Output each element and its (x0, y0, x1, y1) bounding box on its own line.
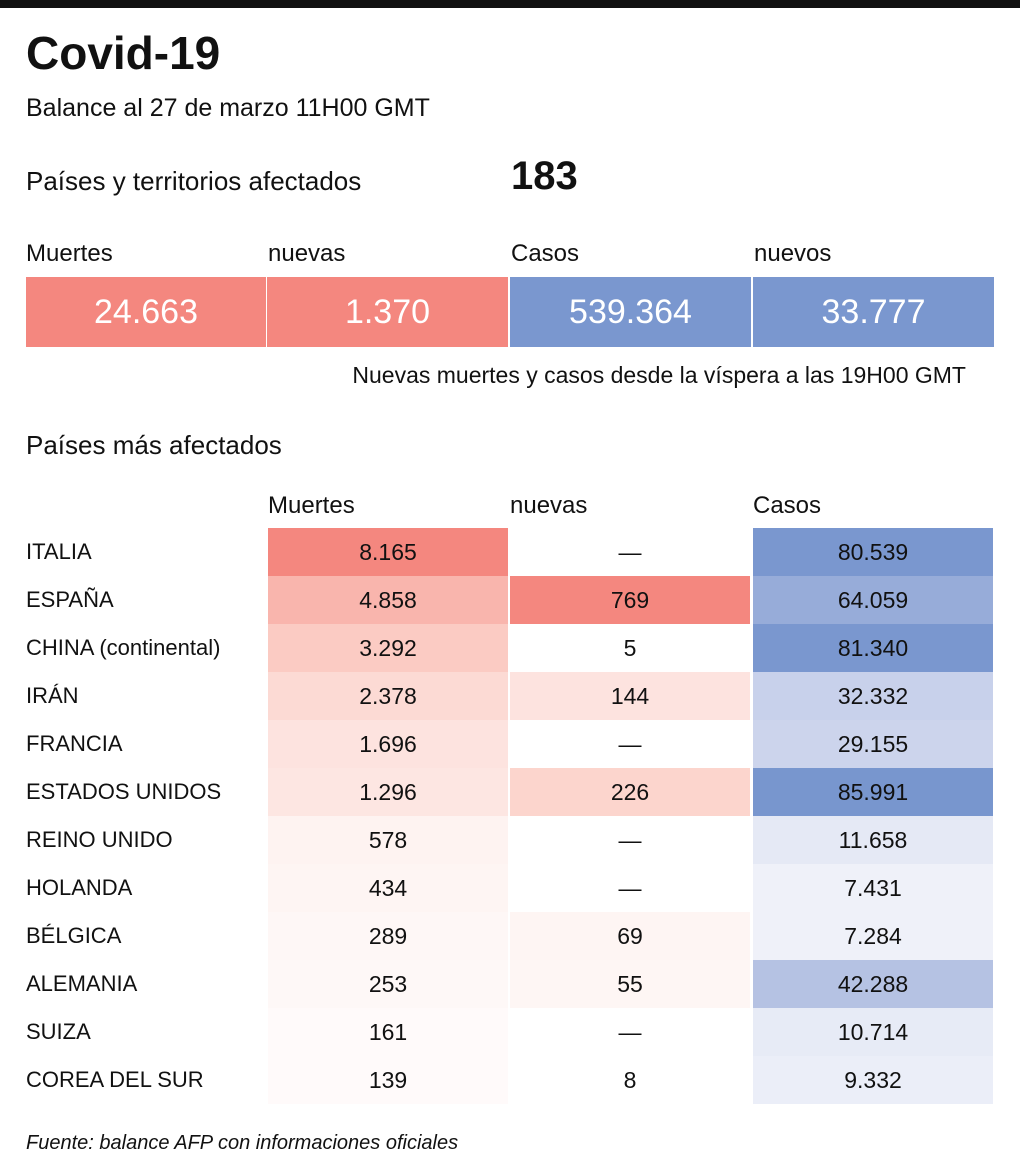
table-cell: 5 (510, 624, 750, 672)
title: Covid-19 (26, 27, 221, 79)
table-cell: 7.284 (753, 912, 993, 960)
table-cell: 80.539 (753, 528, 993, 576)
table-cell: 139 (268, 1056, 508, 1104)
table-cell: 42.288 (753, 960, 993, 1008)
summary-label: Muertes (26, 240, 113, 267)
table-cell: 85.991 (753, 768, 993, 816)
table-cell: 11.658 (753, 816, 993, 864)
table-cell: 253 (268, 960, 508, 1008)
countries-value: 183 (511, 154, 578, 198)
table-cell: 3.292 (268, 624, 508, 672)
table-cell: 81.340 (753, 624, 993, 672)
table-cell: 10.714 (753, 1008, 993, 1056)
table-cell: — (510, 528, 750, 576)
table-cell: 55 (510, 960, 750, 1008)
table-cell: — (510, 816, 750, 864)
table-cell: 2.378 (268, 672, 508, 720)
table-cell: 161 (268, 1008, 508, 1056)
table-cell: 4.858 (268, 576, 508, 624)
column-header: Casos (753, 492, 822, 519)
summary-label: nuevas (268, 240, 346, 267)
table-cell: 434 (268, 864, 508, 912)
row-label: ALEMANIA (26, 971, 138, 996)
row-label: FRANCIA (26, 731, 123, 756)
summary-value: 539.364 (510, 277, 751, 347)
table-cell: 7.431 (753, 864, 993, 912)
source: Fuente: balance AFP con informaciones of… (26, 1132, 459, 1154)
row-label: COREA DEL SUR (26, 1067, 204, 1092)
row-label: IRÁN (26, 683, 79, 708)
summary-note: Nuevas muertes y casos desde la víspera … (352, 362, 966, 388)
summary-value: 33.777 (753, 277, 994, 347)
table-cell: 578 (268, 816, 508, 864)
table-cell: 8.165 (268, 528, 508, 576)
row-label: HOLANDA (26, 875, 133, 900)
table-cell: 769 (510, 576, 750, 624)
row-label: ESPAÑA (26, 587, 114, 612)
summary-label: Casos (511, 240, 580, 267)
row-label: SUIZA (26, 1019, 91, 1044)
column-header: nuevas (510, 492, 588, 519)
row-label: ESTADOS UNIDOS (26, 779, 222, 804)
top-bar (0, 0, 1020, 8)
table-cell: 1.296 (268, 768, 508, 816)
table-cell: 9.332 (753, 1056, 993, 1104)
table-title: Países más afectados (26, 430, 282, 460)
table-cell: 64.059 (753, 576, 993, 624)
table-cell: 1.696 (268, 720, 508, 768)
row-label: BÉLGICA (26, 923, 122, 948)
row-label: REINO UNIDO (26, 827, 173, 852)
summary-value: 1.370 (267, 277, 508, 347)
table-cell: — (510, 1008, 750, 1056)
table-cell: 69 (510, 912, 750, 960)
table-cell: 32.332 (753, 672, 993, 720)
table-cell: 289 (268, 912, 508, 960)
summary-value: 24.663 (26, 277, 266, 347)
row-label: ITALIA (26, 539, 92, 564)
summary-label: nuevos (754, 240, 832, 267)
countries-label: Países y territorios afectados (26, 166, 362, 196)
table-cell: — (510, 864, 750, 912)
table-cell: 226 (510, 768, 750, 816)
table-cell: 144 (510, 672, 750, 720)
table-cell: 8 (510, 1056, 750, 1104)
column-header: Muertes (268, 492, 355, 519)
row-label: CHINA (continental) (26, 635, 221, 660)
table-cell: 29.155 (753, 720, 993, 768)
subtitle: Balance al 27 de marzo 11H00 GMT (26, 94, 430, 122)
table-cell: — (510, 720, 750, 768)
